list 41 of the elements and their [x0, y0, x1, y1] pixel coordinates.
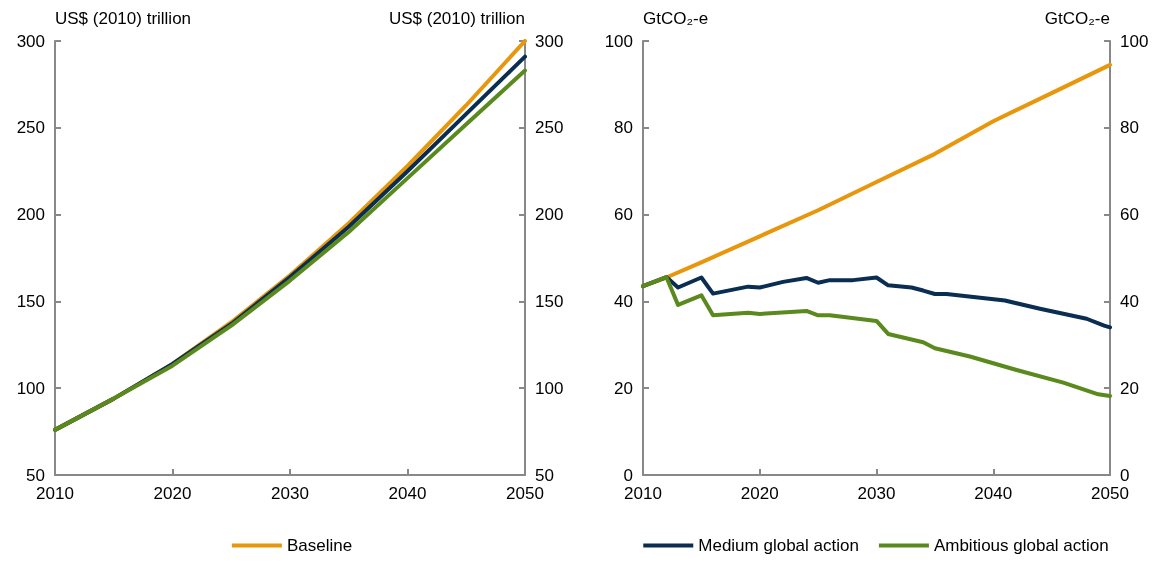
y-tick-label: 100 — [16, 378, 45, 398]
y-tick-label: 200 — [16, 205, 45, 225]
legend-label: Baseline — [286, 536, 353, 555]
x-tick-label: 2050 — [506, 484, 544, 503]
x-tick-label: 2050 — [1091, 484, 1129, 503]
y2-tick-label: 40 — [1120, 291, 1139, 311]
y-tick-label: 0 — [623, 465, 633, 485]
legend-label: Medium global action — [698, 536, 859, 555]
y-axis-title: GtCO₂-e — [643, 9, 709, 28]
y2-tick-label: 0 — [1120, 465, 1130, 485]
x-tick-label: 2040 — [388, 484, 427, 503]
y-tick-label: 250 — [16, 118, 45, 138]
x-tick-label: 2010 — [36, 484, 74, 503]
y-tick-label: 100 — [604, 31, 633, 51]
y2-tick-label: 60 — [1120, 205, 1139, 225]
y2-tick-label: 100 — [535, 378, 564, 398]
y2-axis-title: US$ (2010) trillion — [388, 9, 525, 28]
y2-tick-label: 300 — [535, 31, 564, 51]
y-axis-title: US$ (2010) trillion — [55, 9, 192, 28]
y2-tick-label: 20 — [1120, 378, 1139, 398]
y2-axis-title: GtCO₂-e — [1044, 9, 1110, 28]
legend-label: Ambitious global action — [933, 536, 1109, 555]
y2-tick-label: 50 — [535, 465, 554, 485]
y-tick-label: 150 — [16, 291, 45, 311]
y-tick-label: 80 — [614, 118, 633, 138]
x-tick-label: 2020 — [740, 484, 779, 503]
y2-tick-label: 100 — [1120, 31, 1149, 51]
y2-tick-label: 150 — [535, 291, 564, 311]
y-tick-label: 300 — [16, 31, 45, 51]
y-tick-label: 50 — [26, 465, 45, 485]
y2-tick-label: 200 — [535, 205, 564, 225]
y-tick-label: 40 — [614, 291, 633, 311]
x-tick-label: 2030 — [271, 484, 309, 503]
x-tick-label: 2020 — [153, 484, 192, 503]
x-tick-label: 2010 — [624, 484, 662, 503]
y2-tick-label: 250 — [535, 118, 564, 138]
x-tick-label: 2040 — [974, 484, 1013, 503]
y-tick-label: 20 — [614, 378, 633, 398]
y-tick-label: 60 — [614, 205, 633, 225]
y2-tick-label: 80 — [1120, 118, 1139, 138]
x-tick-label: 2030 — [857, 484, 896, 503]
